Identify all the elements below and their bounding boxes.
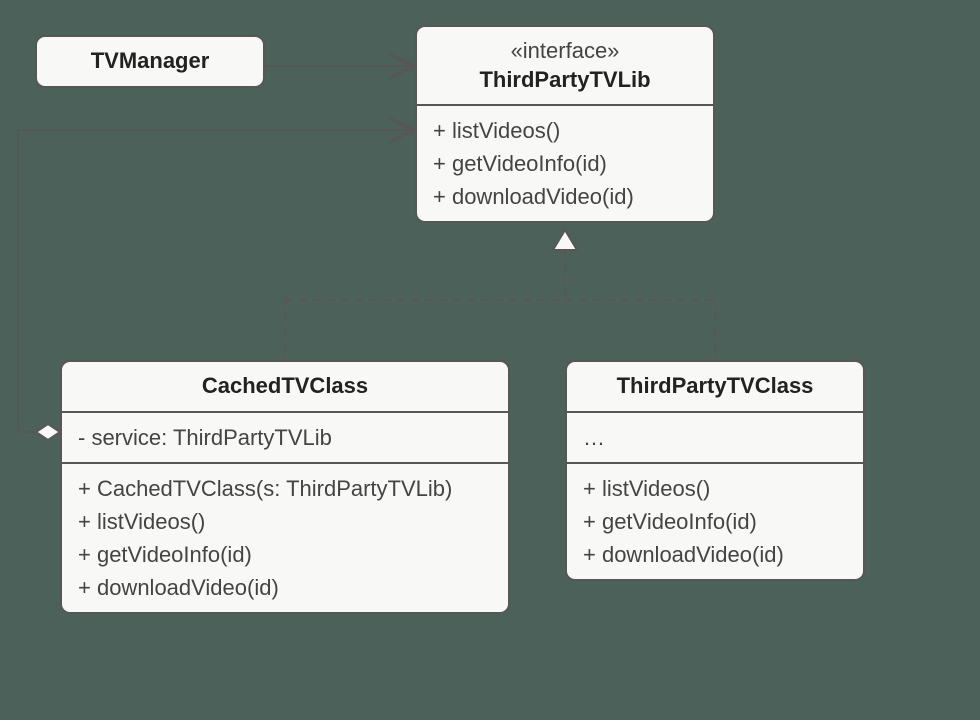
stereotype-label: «interface» [433,37,697,66]
methods-section: + listVideos() + getVideoInfo(id) + down… [417,104,713,221]
class-cachedtvclass: CachedTVClass - service: ThirdPartyTVLib… [60,360,510,614]
method: + listVideos() [78,505,492,538]
class-title: TVManager [91,48,210,73]
attribute: - service: ThirdPartyTVLib [78,421,492,454]
aggregation-diamond-icon [36,424,60,440]
class-title: ThirdPartyTVClass [617,373,814,398]
attributes-section: … [567,411,863,462]
method: + CachedTVClass(s: ThirdPartyTVLib) [78,472,492,505]
method: + downloadVideo(id) [78,571,492,604]
method: + listVideos() [583,472,847,505]
class-title: ThirdPartyTVLib [479,67,650,92]
methods-section: + CachedTVClass(s: ThirdPartyTVLib) + li… [62,462,508,612]
class-thirdpartytvclass: ThirdPartyTVClass … + listVideos() + get… [565,360,865,581]
method: + getVideoInfo(id) [78,538,492,571]
attributes-section: - service: ThirdPartyTVLib [62,411,508,462]
class-tvmanager: TVManager [35,35,265,88]
method: + downloadVideo(id) [433,180,697,213]
method: + getVideoInfo(id) [583,505,847,538]
attribute: … [583,421,847,454]
method: + listVideos() [433,114,697,147]
interface-thirdpartytvlib: «interface» ThirdPartyTVLib + listVideos… [415,25,715,223]
method: + getVideoInfo(id) [433,147,697,180]
realization-head-icon [553,230,577,250]
method: + downloadVideo(id) [583,538,847,571]
methods-section: + listVideos() + getVideoInfo(id) + down… [567,462,863,579]
class-title: CachedTVClass [202,373,368,398]
